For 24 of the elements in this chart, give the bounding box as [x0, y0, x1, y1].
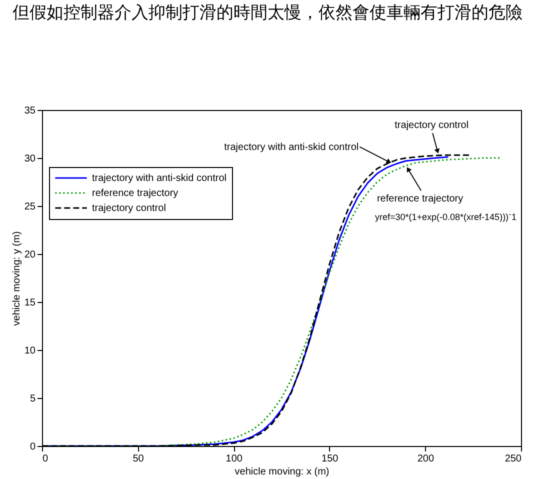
annotation: reference trajectory [376, 194, 464, 205]
legend-label: trajectory control [92, 203, 166, 214]
y-tick-label: 25 [24, 202, 36, 212]
y-tick-label: 30 [24, 154, 36, 164]
x-tick-label: 100 [226, 454, 243, 464]
legend-label: reference trajectory [92, 188, 178, 199]
y-tick-label: 15 [24, 298, 36, 308]
annotation: trajectory with anti-skid control [224, 142, 359, 153]
legend-label: trajectory with anti-skid control [92, 173, 226, 184]
x-tick-label: 150 [322, 454, 339, 464]
annotation: yref=30*(1+exp(-0.08*(xref-145)))⁻1 [375, 212, 517, 222]
annotation: trajectory control [394, 120, 469, 132]
y-axis-title: vehicle moving: y (m) [11, 231, 22, 326]
x-axis-title: vehicle moving: x (m) [234, 466, 330, 478]
x-tick-label: 250 [504, 454, 522, 464]
x-tick-label: 0 [42, 454, 48, 464]
y-tick-label: 35 [24, 106, 36, 116]
y-tick-label: 0 [30, 442, 36, 452]
y-tick-label: 10 [24, 346, 36, 356]
y-tick-label: 20 [24, 250, 36, 260]
text: 但假如控制器介入抑制打滑的時間太慢，依然會使車輛有打滑的危險 [12, 3, 522, 23]
x-tick-label: 50 [132, 454, 144, 464]
y-tick-label: 5 [30, 394, 36, 404]
x-tick-label: 200 [417, 454, 434, 464]
